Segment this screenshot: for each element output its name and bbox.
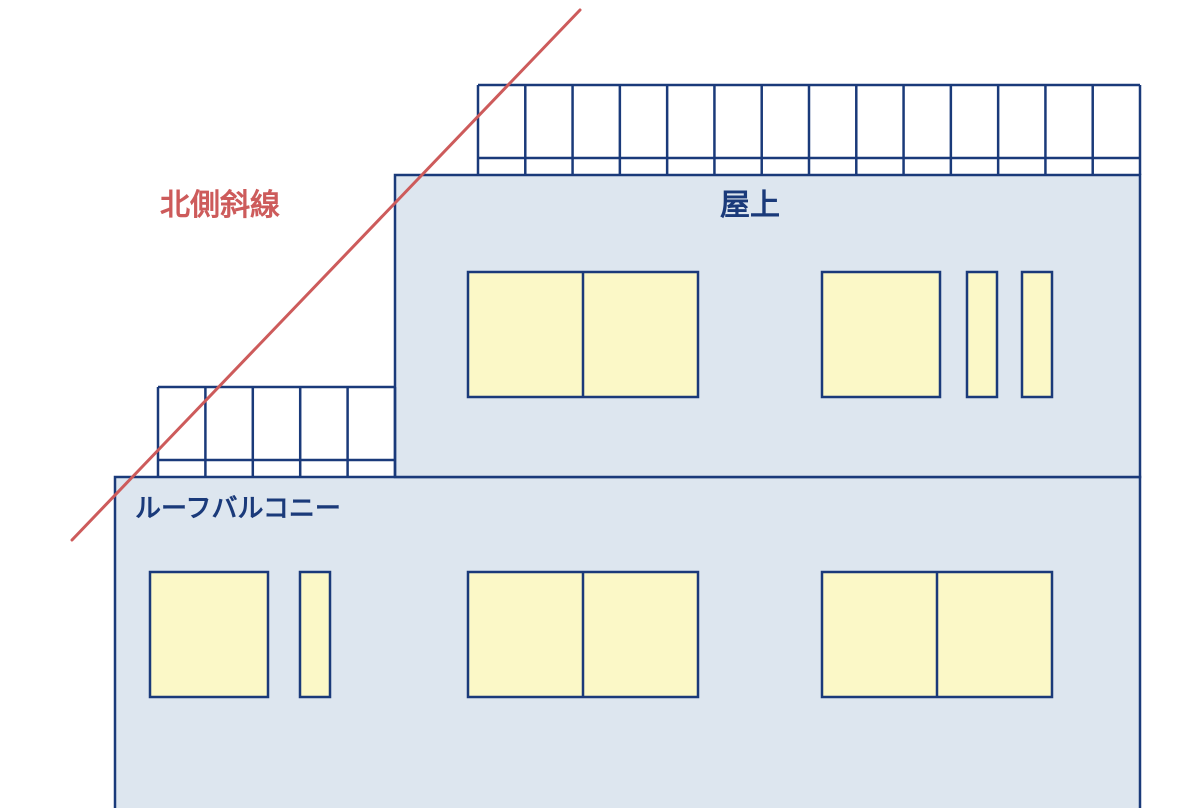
window-lower-1 bbox=[300, 572, 330, 697]
window-upper-2 bbox=[967, 272, 997, 397]
label-rooftop: 屋上 bbox=[720, 189, 780, 222]
label-roof-balcony: ルーフバルコニー bbox=[135, 493, 341, 523]
label-north-setback: 北側斜線 bbox=[160, 188, 280, 222]
window-upper-3 bbox=[1022, 272, 1052, 397]
window-upper-1 bbox=[822, 272, 940, 397]
window-lower-0 bbox=[150, 572, 268, 697]
